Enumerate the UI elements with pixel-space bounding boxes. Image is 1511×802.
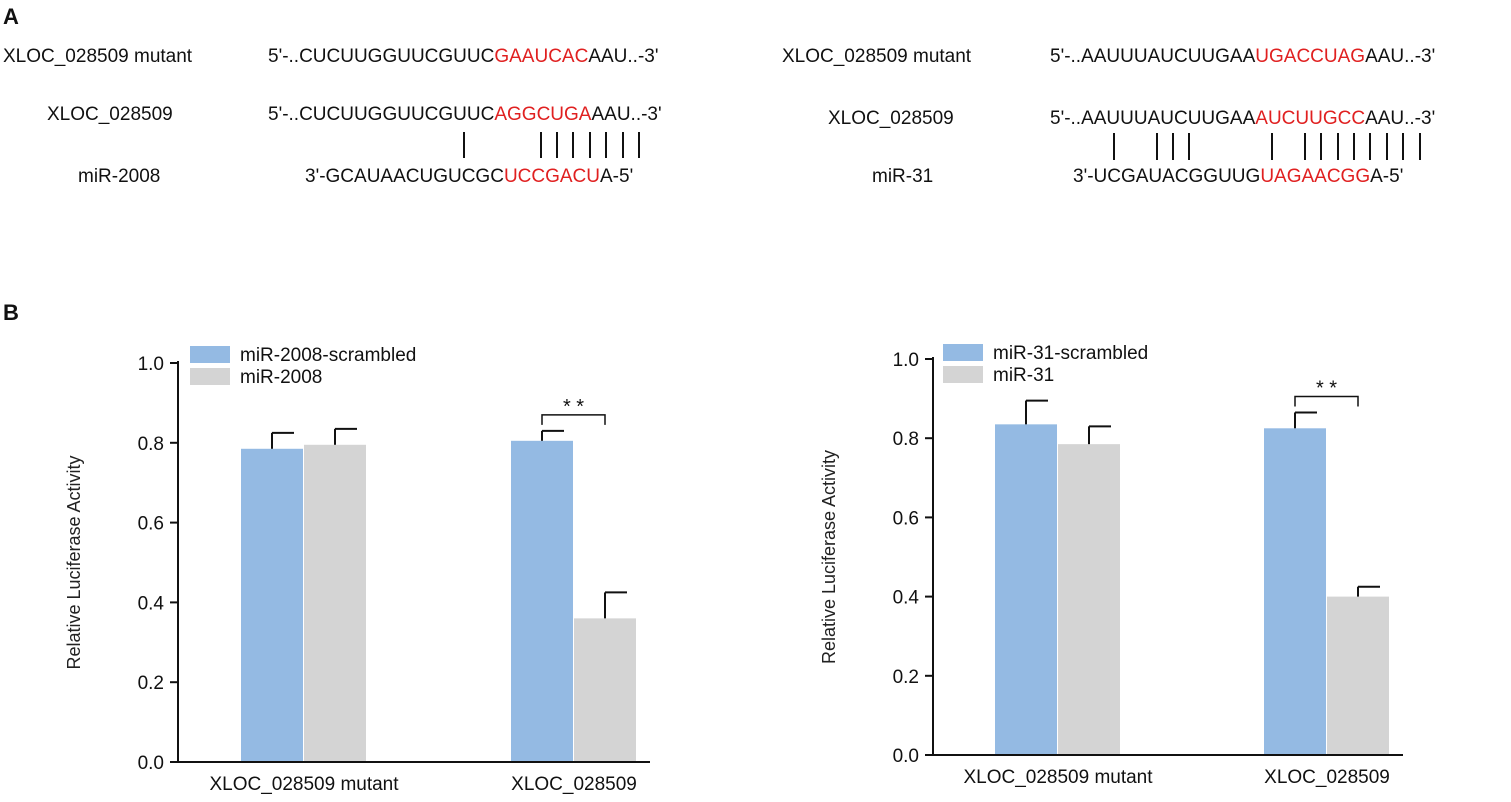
bar-mirna-1	[1327, 596, 1389, 755]
wt-sequence-left: 5'-..CUCUUGGUUCGUUCAGGCUGAAAU..-3'	[268, 104, 662, 125]
wt-label-left: XLOC_028509	[47, 104, 173, 125]
legend-swatch-1	[190, 368, 230, 385]
mutant-sequence-left: 5'-..CUCUUGGUUCGUUCGAAUCACAAU..-3'	[268, 46, 659, 67]
mir-sequence-right: 3'-UCGAUACGGUUGUAGAACGGA-5'	[1073, 166, 1404, 187]
mutant-label-right: XLOC_028509 mutant	[782, 46, 972, 67]
y-tick-label: 0.4	[138, 593, 165, 614]
y-tick-label: 0.2	[138, 673, 164, 694]
x-tick-label: XLOC_028509	[511, 774, 637, 795]
y-axis-label: Relative Luciferase Activity	[64, 455, 84, 669]
bar-scrambled-0	[241, 448, 303, 762]
wt-label-right: XLOC_028509	[828, 108, 954, 129]
significance-label: * *	[1316, 377, 1337, 399]
mutant-sequence-right: 5'-..AAUUUAUCUUGAAUGACCUAGAAU..-3'	[1050, 46, 1436, 67]
significance-bracket	[541, 414, 606, 425]
y-tick-label: 0.0	[893, 746, 919, 767]
bar-scrambled-1	[1264, 428, 1326, 755]
mir-sequence-left: 3'-GCAUAACUGUCGCUCCGACUA-5'	[305, 166, 634, 187]
y-tick-label: 0.6	[138, 514, 164, 535]
bar-mirna-0	[1058, 444, 1120, 755]
y-tick-label: 0.4	[893, 588, 920, 609]
legend-swatch-1	[943, 366, 983, 383]
mutant-label-left: XLOC_028509 mutant	[3, 46, 193, 67]
y-axis-label: Relative Luciferase Activity	[819, 450, 839, 664]
wt-sequence-right: 5'-..AAUUUAUCUUGAAAUCUUGCCAAU..-3'	[1050, 108, 1436, 129]
significance-bracket	[1294, 395, 1359, 407]
panel-letter-a: A	[3, 4, 19, 29]
y-tick-label: 0.8	[138, 434, 164, 455]
legend-swatch-0	[943, 344, 983, 361]
legend-label-0: miR-31-scrambled	[993, 343, 1148, 364]
legend-label-1: miR-2008	[240, 367, 322, 388]
mir-label-right: miR-31	[872, 166, 934, 187]
panel-letter-b: B	[3, 300, 19, 325]
bar-mirna-1	[574, 618, 636, 762]
legend-label-1: miR-31	[993, 365, 1054, 386]
bar-mirna-0	[304, 444, 366, 762]
mir-label-left: miR-2008	[78, 166, 161, 187]
bar-scrambled-1	[511, 440, 573, 762]
legend-swatch-0	[190, 346, 230, 363]
y-tick-label: 0.2	[893, 667, 919, 688]
y-tick-label: 0.6	[893, 508, 919, 529]
y-tick-label: 0.0	[138, 753, 164, 774]
y-tick-label: 0.8	[893, 429, 919, 450]
y-tick-label: 1.0	[893, 350, 919, 371]
significance-label: * *	[563, 396, 584, 418]
bar-scrambled-0	[995, 424, 1057, 755]
x-tick-label: XLOC_028509 mutant	[209, 774, 399, 795]
x-tick-label: XLOC_028509 mutant	[963, 767, 1153, 788]
x-tick-label: XLOC_028509	[1264, 767, 1390, 788]
y-tick-label: 1.0	[138, 354, 164, 375]
legend-label-0: miR-2008-scrambled	[240, 345, 416, 366]
